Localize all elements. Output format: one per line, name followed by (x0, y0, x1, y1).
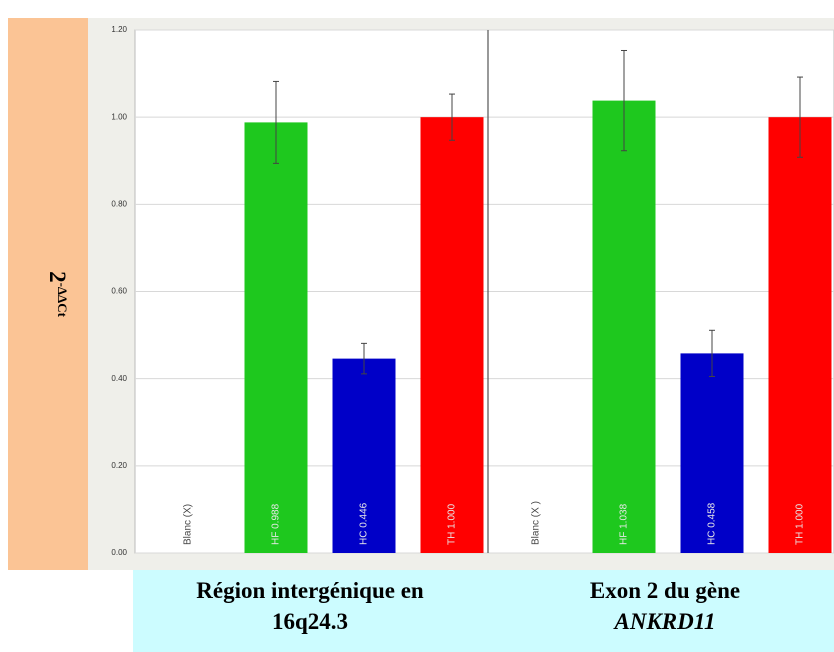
bar (592, 100, 656, 553)
bar-label: TH 1.000 (795, 503, 806, 545)
bar-label: TH 1.000 (447, 503, 458, 545)
y-label-box (8, 18, 88, 570)
x-axis-label: Exon 2 du gène (590, 578, 740, 603)
y-label-base: 2 (45, 271, 70, 283)
y-tick-label: 1.20 (111, 25, 127, 34)
y-tick-label: 0.60 (111, 287, 127, 296)
x-label-box (133, 570, 834, 652)
bar-label: HF 0.988 (271, 503, 282, 545)
bar (332, 358, 396, 553)
bar-label: Blanc (X) (183, 504, 194, 545)
bar-label: HC 0.446 (359, 502, 370, 545)
y-axis-label: 2-ΔΔCt (45, 271, 70, 318)
y-tick-label: 0.00 (111, 548, 127, 557)
marks: 0.00 0.20 0.40 0.60 0.80 1.00 1.20 Blanc (X) HF … (111, 25, 834, 557)
x-axis-label: 16q24.3 (272, 609, 348, 634)
bar-label: HC 0.458 (707, 502, 718, 545)
x-axis-label: ANKRD11 (613, 609, 716, 634)
bar (680, 353, 744, 553)
y-tick-label: 0.40 (111, 374, 127, 383)
y-tick-label: 1.00 (111, 112, 127, 121)
y-label-exponent: -ΔΔCt (55, 283, 70, 318)
x-axis-label: Région intergénique en (196, 578, 424, 603)
y-tick-label: 0.20 (111, 461, 127, 470)
bar-label: Blanc (X ) (531, 501, 542, 545)
y-tick-label: 0.80 (111, 199, 127, 208)
bar-label: HF 1.038 (619, 503, 630, 545)
bar (420, 117, 484, 554)
bar (244, 122, 308, 553)
bar (768, 117, 832, 554)
